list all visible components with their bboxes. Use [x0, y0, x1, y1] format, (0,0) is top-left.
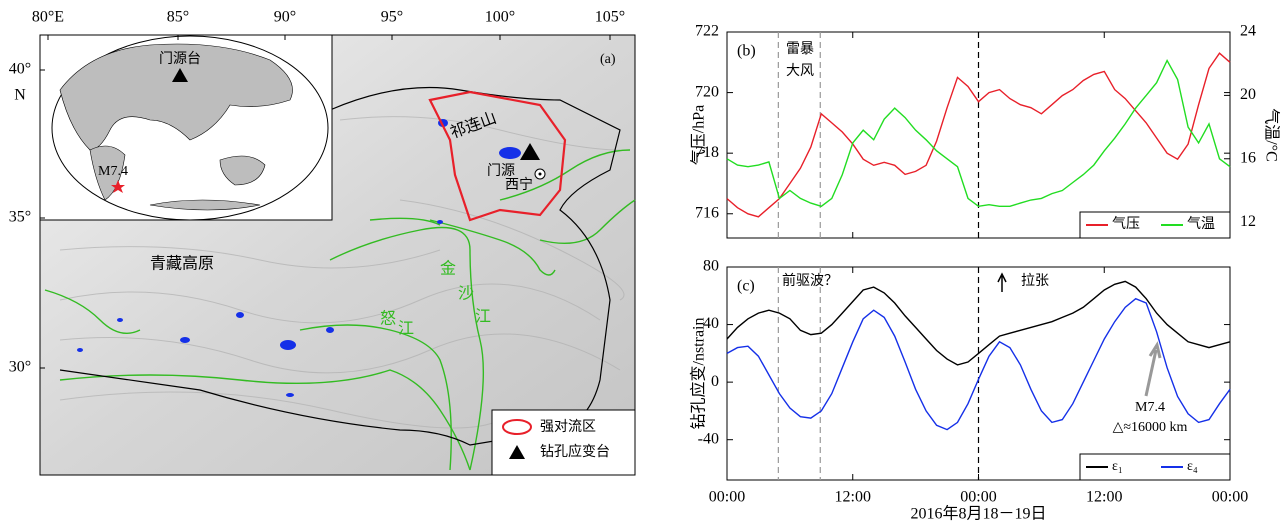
convection-zone [428, 90, 567, 222]
station-marker [520, 143, 540, 160]
label-plateau: 青藏高原 [150, 255, 214, 273]
x-axis-title: 2016年8月18－19日 [910, 505, 1046, 523]
river-char: 江 [398, 320, 414, 338]
city-dot [538, 172, 542, 176]
y2-tick-label: 20 [1240, 86, 1256, 103]
legend-label: 气压 [1112, 216, 1140, 232]
lon-tick-label: 95° [381, 9, 403, 26]
legend-label: 气温 [1187, 216, 1215, 232]
river-char: 金 [440, 260, 456, 278]
y2-tick-label: 12 [1240, 213, 1256, 230]
panel-label: (a) [600, 52, 616, 67]
series-line [726, 52, 1231, 218]
x-tick-label: 00:00 [1212, 489, 1248, 506]
lon-tick-label: 105° [595, 9, 625, 26]
annotation: △≈16000 km [1113, 420, 1188, 435]
y-tick-label: 722 [695, 23, 719, 40]
x-tick-label: 12:00 [835, 489, 871, 506]
y-tick-label: 720 [695, 83, 719, 100]
river-labels: 金 沙 江 怒 江 [380, 260, 491, 338]
legend-zone [502, 419, 532, 435]
inset-quake-label: M7.4 [98, 164, 128, 179]
y2-axis-title: 气温/°C [1262, 108, 1280, 162]
relief-texture [59, 116, 625, 429]
river-char: 怒 [380, 310, 396, 328]
panel-label: (b) [737, 43, 756, 60]
lat-tick-label: 40° [9, 61, 31, 78]
label-xining: 西宁 [505, 176, 533, 193]
map-legend-label: 强对流区 [540, 419, 596, 435]
y-tick-label: 716 [695, 204, 719, 221]
annotation: 雷暴 [786, 41, 814, 57]
inset-station-label: 门源台 [159, 51, 201, 67]
lon-tick-label: 100° [485, 9, 515, 26]
y-tick-label: 40 [703, 315, 719, 332]
lat-tick-label: 30° [9, 359, 31, 376]
y-tick-label: 0 [711, 373, 719, 390]
panel-label: (c) [737, 278, 755, 295]
annotation: 前驱波？ [782, 272, 838, 289]
lat-tick-label: 35° [9, 209, 31, 226]
x-tick-label: 12:00 [1086, 489, 1122, 506]
annotation: 拉张 [1021, 273, 1049, 289]
y-tick-label: -40 [698, 430, 719, 447]
continents [59, 43, 293, 211]
series-line [726, 58, 1231, 208]
annotation: 大风 [786, 63, 814, 79]
lat-unit: N [14, 87, 26, 104]
lon-tick-label: 80°E [32, 9, 64, 26]
series-line [726, 280, 1231, 366]
legend-label: ε₁ [1112, 459, 1123, 474]
arrow [997, 272, 1007, 292]
y-axis-title: 气压/hPa [690, 105, 708, 165]
river-char: 沙 [458, 286, 474, 303]
x-tick-label: 00:00 [709, 489, 745, 506]
annotation: M7.4 [1135, 400, 1165, 415]
map-ticks [40, 35, 611, 369]
y-axis-title: 钻孔应变/nstrain [689, 318, 708, 430]
lon-tick-label: 90° [274, 9, 296, 26]
label-menyuan: 门源 [487, 163, 515, 179]
lakes [77, 119, 521, 397]
legend-label: ε₄ [1187, 459, 1198, 474]
y2-tick-label: 24 [1240, 23, 1256, 40]
y-tick-label: 718 [695, 144, 719, 161]
inset-station [172, 68, 188, 82]
series-line [726, 297, 1231, 431]
map-panel: 门源台 M7.4 (a) 祁连山 门源 西宁 青藏高原 金 沙 江 怒 江 强对… [9, 9, 636, 476]
map-legend-label: 钻孔应变台 [540, 443, 610, 460]
inset-quake [111, 180, 125, 193]
arrow [1144, 341, 1162, 397]
y2-tick-label: 16 [1240, 149, 1256, 166]
lon-tick-label: 85° [167, 9, 189, 26]
y-tick-label: 80 [703, 258, 719, 275]
rivers [44, 149, 636, 471]
legend-station [509, 445, 525, 459]
river-char: 江 [475, 308, 491, 326]
x-tick-label: 00:00 [960, 489, 996, 506]
